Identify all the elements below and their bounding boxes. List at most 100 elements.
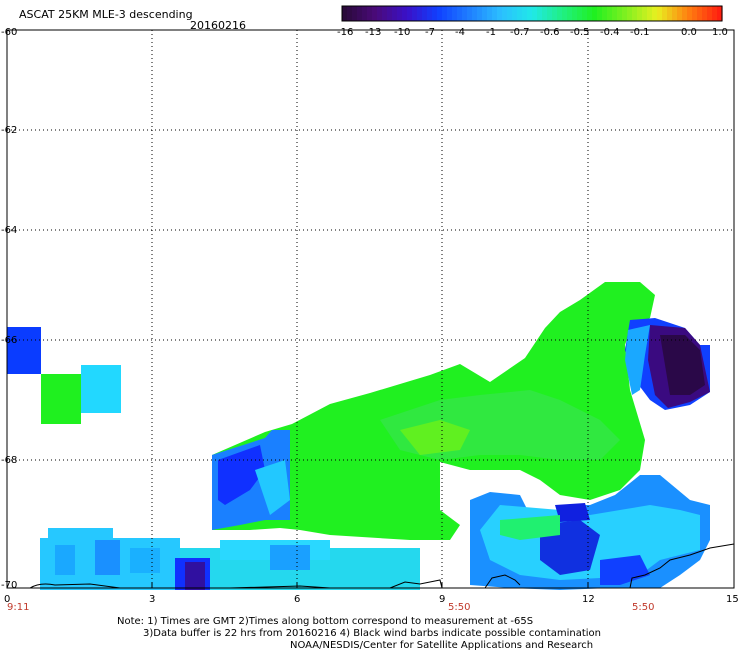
colorbar-label: -0.7 — [510, 27, 530, 38]
colorbar-label: -0.1 — [630, 27, 650, 38]
colorbar-cell — [532, 6, 538, 21]
colorbar-cell — [437, 6, 443, 21]
colorbar-cell — [347, 6, 353, 21]
colorbar-cell — [572, 6, 578, 21]
x-tick-label: 15 — [726, 594, 739, 605]
colorbar-cell — [452, 6, 458, 21]
lat-label: -64 — [1, 225, 18, 236]
colorbar-cell — [697, 6, 703, 21]
lat-label: -62 — [1, 125, 18, 136]
colorbar-cell — [472, 6, 478, 21]
note-line-3: NOAA/NESDIS/Center for Satellite Applica… — [290, 640, 594, 651]
colorbar-cell — [387, 6, 393, 21]
data-swaths — [7, 282, 710, 590]
colorbar-cell — [412, 6, 418, 21]
colorbar-cell — [562, 6, 568, 21]
colorbar-label: -16 — [337, 27, 354, 38]
colorbar-cell — [587, 6, 593, 21]
colorbar-cell — [692, 6, 698, 21]
colorbar-cell — [432, 6, 438, 21]
colorbar-cell — [372, 6, 378, 21]
colorbar-cell — [652, 6, 658, 21]
plot-frame — [6, 29, 735, 589]
colorbar-cell — [647, 6, 653, 21]
lat-label: -70 — [1, 580, 18, 591]
time-label: 9:11 — [7, 602, 30, 613]
colorbar-cell — [417, 6, 423, 21]
colorbar-cell — [502, 6, 508, 21]
colorbar-cell — [642, 6, 648, 21]
colorbar-cell — [487, 6, 493, 21]
colorbar-label: 1.0 — [712, 27, 728, 38]
colorbar-cell — [482, 6, 488, 21]
colorbar-label: -4 — [455, 27, 465, 38]
colorbar-cell — [567, 6, 573, 21]
colorbar-cell — [557, 6, 563, 21]
time-label: 5:50 — [632, 602, 655, 613]
colorbar-label: -1 — [486, 27, 496, 38]
colorbar-cell — [677, 6, 683, 21]
x-tick-label: 3 — [149, 594, 156, 605]
colorbar-cell — [667, 6, 673, 21]
x-tick-label: 12 — [582, 594, 595, 605]
colorbar-cell — [447, 6, 453, 21]
colorbar-label: -10 — [394, 27, 411, 38]
lat-label: -60 — [1, 27, 18, 38]
x-tick-label: 0 — [4, 594, 11, 605]
colorbar-cell — [352, 6, 358, 21]
colorbar-cell — [712, 6, 718, 21]
colorbar-cell — [392, 6, 398, 21]
axis-ticks — [6, 582, 735, 588]
colorbar-label: 0.0 — [681, 27, 697, 38]
colorbar-cell — [552, 6, 558, 21]
colorbar-cell — [542, 6, 548, 21]
colorbar-cell — [442, 6, 448, 21]
colorbar-cell — [702, 6, 708, 21]
colorbar-cell — [342, 6, 348, 21]
colorbar-cell — [597, 6, 603, 21]
note-line-2: 3)Data buffer is 22 hrs from 20160216 4)… — [143, 628, 601, 639]
colorbar-cell — [517, 6, 523, 21]
colorbar-cell — [617, 6, 623, 21]
colorbar-label: -0.4 — [600, 27, 620, 38]
colorbar-cell — [672, 6, 678, 21]
colorbar-cell — [602, 6, 608, 21]
colorbar-cell — [512, 6, 518, 21]
colorbar-cell — [462, 6, 468, 21]
colorbar-cell — [607, 6, 613, 21]
colorbar-cell — [682, 6, 688, 21]
lat-label: -68 — [1, 455, 18, 466]
colorbar-cell — [637, 6, 643, 21]
time-label: 5:50 — [448, 602, 471, 613]
colorbar-cell — [627, 6, 633, 21]
colorbar-cell — [612, 6, 618, 21]
x-tick-label: 6 — [294, 594, 301, 605]
colorbar-cell — [427, 6, 433, 21]
colorbar-cell — [537, 6, 543, 21]
colorbar-label: -13 — [365, 27, 382, 38]
colorbar-cell — [477, 6, 483, 21]
coastline — [29, 543, 735, 589]
colorbar-cell — [717, 6, 723, 21]
colorbar-cell — [402, 6, 408, 21]
colorbar-cell — [422, 6, 428, 21]
colorbar-label: -0.6 — [540, 27, 560, 38]
colorbar-cell — [657, 6, 663, 21]
colorbar-cell — [497, 6, 503, 21]
colorbar-cell — [467, 6, 473, 21]
colorbar-cell — [707, 6, 713, 21]
colorbar-cell — [522, 6, 528, 21]
colorbar-cell — [382, 6, 388, 21]
colorbar-cell — [362, 6, 368, 21]
map-title: ASCAT 25KM MLE-3 descending — [19, 8, 193, 21]
colorbar-label: -7 — [425, 27, 435, 38]
colorbar-cell — [507, 6, 513, 21]
colorbar-cell — [407, 6, 413, 21]
colorbar-cell — [547, 6, 553, 21]
colorbar-cell — [457, 6, 463, 21]
grid-lines — [7, 30, 734, 588]
colorbar-label: -0.5 — [570, 27, 590, 38]
colorbar-cell — [377, 6, 383, 21]
colorbar-cell — [577, 6, 583, 21]
